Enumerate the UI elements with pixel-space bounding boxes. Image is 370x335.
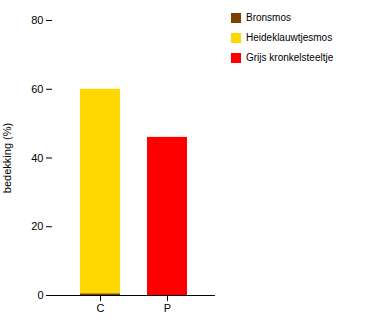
svg-text:P: P	[164, 302, 171, 314]
svg-text:C: C	[97, 302, 105, 314]
svg-text:40: 40	[31, 152, 43, 164]
svg-text:60: 60	[31, 83, 43, 95]
svg-text:80: 80	[31, 14, 43, 26]
svg-text:bedekking (%): bedekking (%)	[1, 123, 13, 193]
html-text:Heideklauwtjesmos: Heideklauwtjesmos	[246, 32, 333, 43]
html-text:Bronsmos: Bronsmos	[246, 12, 291, 23]
svg-text:20: 20	[31, 220, 43, 232]
svg-text:0: 0	[37, 289, 43, 301]
html-text:Grijs kronkelsteeltje: Grijs kronkelsteeltje	[246, 52, 334, 63]
